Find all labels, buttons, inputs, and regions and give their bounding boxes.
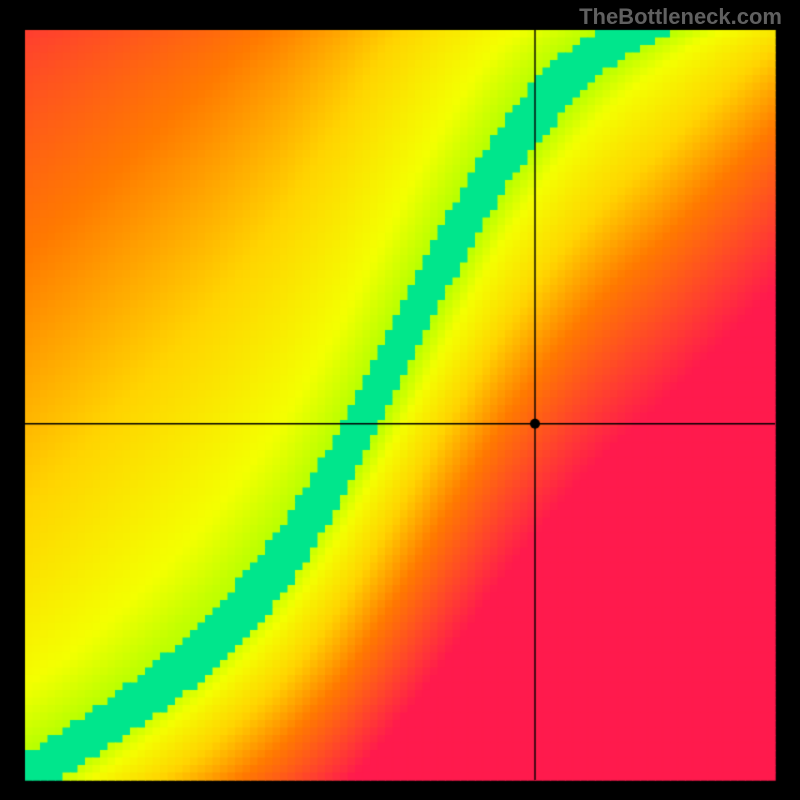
chart-container: TheBottleneck.com <box>0 0 800 800</box>
bottleneck-heatmap <box>0 0 800 800</box>
watermark-text: TheBottleneck.com <box>579 4 782 30</box>
